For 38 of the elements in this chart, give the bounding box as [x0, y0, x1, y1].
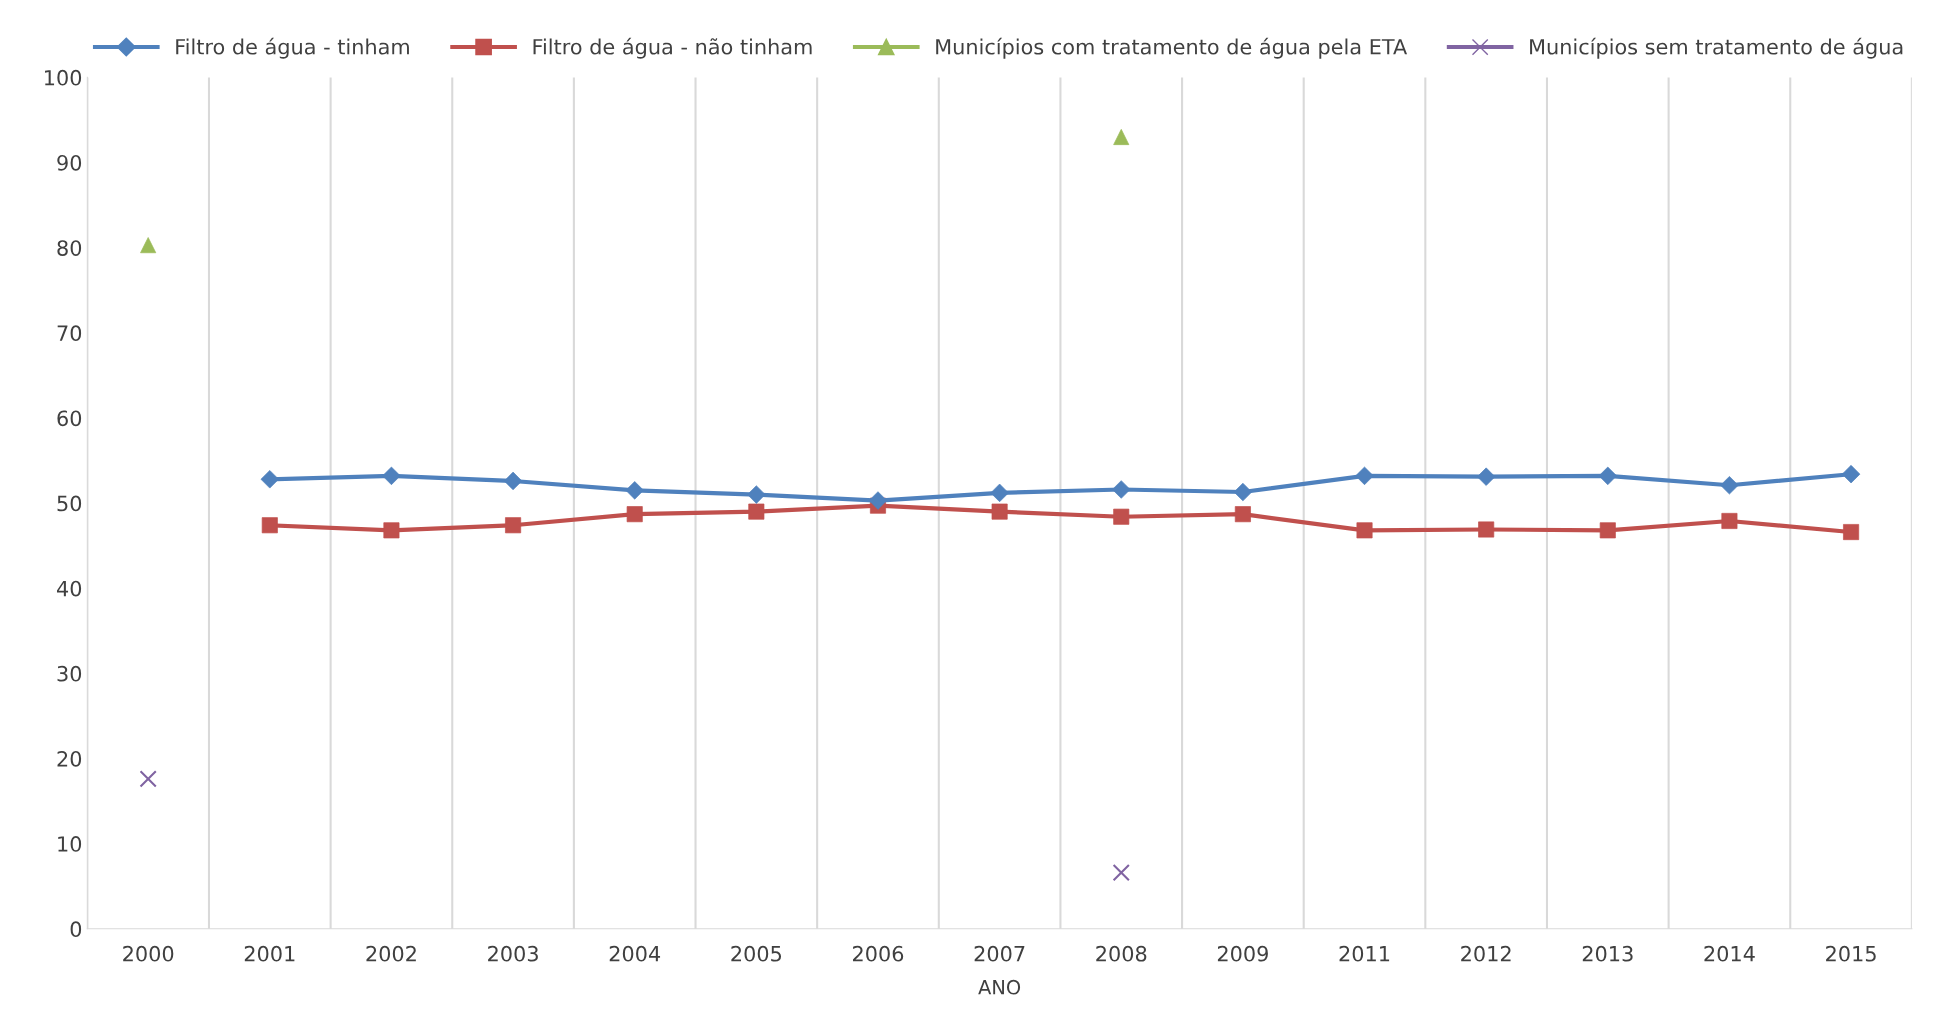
y-tick-label: 50: [57, 495, 82, 512]
y-tick-label: 40: [56, 580, 82, 597]
legend-label: Filtro de água - tinham: [176, 37, 409, 59]
point: [868, 491, 888, 510]
x-tick-label: 2011: [1339, 945, 1390, 962]
x-tick-label: 2014: [1704, 945, 1755, 962]
x-tick-label: 2005: [731, 945, 782, 962]
x-tick-label: 2008: [1096, 945, 1147, 962]
legend-label: Filtro de água - não tinham: [533, 37, 812, 59]
x-tick-label: 2004: [609, 945, 661, 962]
point: [1721, 512, 1738, 529]
y-tick-label: 0: [70, 921, 82, 938]
y-tick-label: 70: [57, 325, 82, 342]
x-tick-label: 2007: [974, 945, 1025, 962]
point: [139, 770, 157, 788]
x-tick-label: 2001: [244, 945, 295, 962]
point: [1112, 480, 1131, 499]
y-tick-label: 100: [45, 69, 82, 86]
point: [1355, 466, 1374, 486]
y-tick-label: 10: [58, 836, 82, 852]
point: [505, 517, 522, 534]
point: [1112, 863, 1130, 882]
x-tick-label: 2012: [1461, 945, 1511, 962]
x-axis-title: ANO: [978, 979, 1021, 995]
x-tick-label: 2009: [1217, 945, 1268, 962]
y-tick-label: 60: [57, 410, 82, 427]
y-tick-label: 30: [57, 665, 82, 682]
x-tick-label: 2013: [1582, 945, 1633, 962]
x-tick-label: 2015: [1826, 945, 1876, 962]
y-tick-label: 20: [57, 750, 82, 767]
x-tick-label: 2003: [488, 945, 538, 962]
legend-label: Municípios com tratamento de água pela ETA: [936, 37, 1408, 59]
y-tick-label: 80: [57, 240, 82, 256]
x-tick-label: 2000: [123, 945, 174, 962]
x-tick-label: 2002: [366, 945, 416, 962]
x-tick-label: 2006: [853, 945, 904, 962]
y-tick-label: 90: [57, 154, 82, 171]
legend-label: Municípios sem tratamento de água: [1530, 37, 1903, 59]
